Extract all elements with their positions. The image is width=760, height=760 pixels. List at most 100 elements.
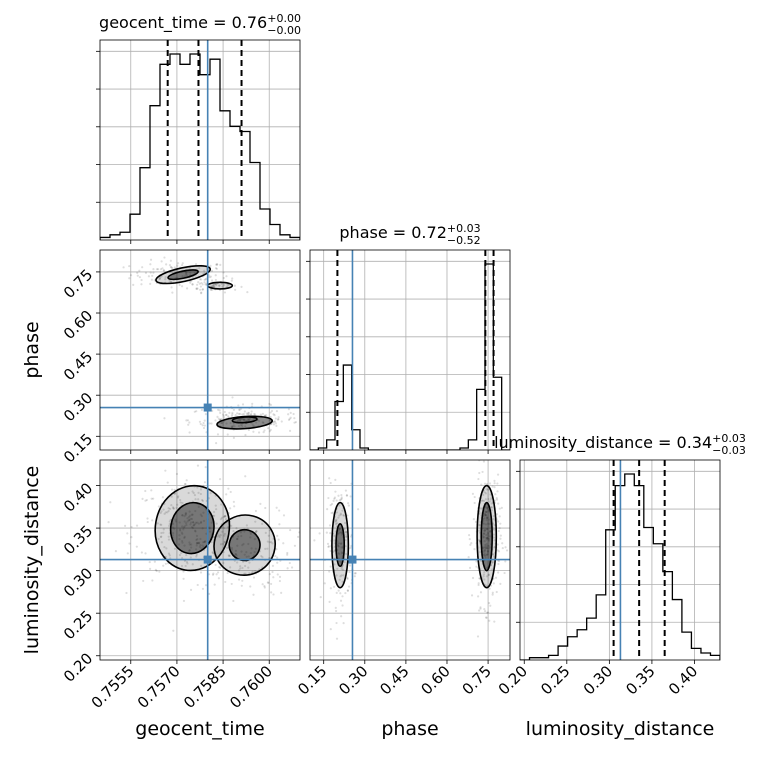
sample-point bbox=[188, 541, 191, 544]
sample-point bbox=[325, 531, 328, 534]
sample-point bbox=[293, 417, 296, 420]
sample-point bbox=[302, 550, 304, 552]
sample-point bbox=[195, 548, 198, 551]
sample-point bbox=[226, 546, 229, 549]
sample-point bbox=[493, 524, 496, 527]
sample-point bbox=[472, 518, 475, 521]
sample-point bbox=[483, 549, 486, 552]
sample-point bbox=[356, 508, 360, 511]
sample-point bbox=[232, 408, 235, 411]
sample-point bbox=[484, 454, 486, 456]
sample-point bbox=[246, 291, 249, 294]
sample-point bbox=[225, 493, 228, 496]
sample-point bbox=[340, 542, 343, 545]
sample-point bbox=[202, 426, 206, 430]
sample-point bbox=[197, 280, 200, 284]
x-tick-label: 0.30 bbox=[335, 662, 371, 698]
sample-point bbox=[150, 278, 154, 281]
sample-point bbox=[323, 582, 326, 585]
sample-point bbox=[237, 412, 240, 416]
sample-point bbox=[272, 413, 275, 416]
sample-point bbox=[151, 519, 154, 522]
sample-point bbox=[328, 477, 331, 480]
sample-point bbox=[276, 561, 279, 564]
sample-point bbox=[215, 263, 218, 266]
sample-point bbox=[485, 536, 488, 540]
sample-point bbox=[191, 513, 194, 516]
sample-point bbox=[249, 532, 252, 535]
sample-point bbox=[277, 418, 280, 421]
x-tick-label: 0.7555 bbox=[88, 662, 138, 712]
sample-point bbox=[159, 535, 162, 539]
sample-point bbox=[226, 433, 229, 436]
sample-point bbox=[227, 554, 230, 557]
sample-point bbox=[484, 523, 488, 526]
sample-point bbox=[336, 544, 340, 547]
sample-point bbox=[504, 560, 507, 563]
sample-point bbox=[222, 271, 225, 274]
sample-point bbox=[219, 263, 222, 266]
sample-point bbox=[196, 283, 199, 286]
sample-point bbox=[235, 537, 239, 541]
sample-point bbox=[159, 523, 162, 526]
sample-point bbox=[253, 412, 256, 416]
sample-point bbox=[259, 413, 262, 416]
sample-point bbox=[483, 536, 486, 539]
sample-point bbox=[214, 419, 217, 422]
sample-point bbox=[237, 578, 241, 581]
sample-point bbox=[487, 573, 490, 576]
sample-point bbox=[199, 571, 203, 574]
sample-point bbox=[241, 579, 244, 582]
sample-point bbox=[159, 276, 162, 279]
sample-point bbox=[246, 413, 249, 416]
sample-point bbox=[278, 509, 281, 512]
sample-point bbox=[211, 284, 215, 287]
sample-point bbox=[251, 423, 254, 426]
sample-point bbox=[144, 552, 147, 555]
sample-point bbox=[500, 506, 503, 509]
sample-point bbox=[215, 267, 218, 270]
sample-point bbox=[200, 408, 204, 411]
sample-point bbox=[483, 553, 486, 557]
x-tick-label: 0.15 bbox=[294, 662, 330, 698]
sample-point bbox=[271, 570, 274, 574]
sample-point bbox=[179, 528, 182, 531]
sample-point bbox=[203, 424, 206, 427]
sample-point bbox=[190, 543, 193, 546]
sample-point bbox=[185, 271, 188, 274]
sample-point bbox=[348, 564, 352, 567]
sample-point bbox=[228, 411, 231, 414]
panel-frame bbox=[99, 39, 301, 241]
sample-point bbox=[196, 542, 199, 545]
density-contour bbox=[206, 281, 234, 290]
sample-point bbox=[503, 571, 506, 575]
sample-point bbox=[289, 411, 292, 414]
sample-point bbox=[327, 545, 330, 548]
sample-point bbox=[167, 507, 170, 510]
sample-point bbox=[328, 570, 331, 573]
sample-point bbox=[493, 546, 496, 549]
sample-point bbox=[186, 520, 189, 523]
sample-point bbox=[161, 267, 164, 270]
sample-point bbox=[245, 555, 248, 558]
sample-point bbox=[280, 420, 283, 423]
sample-point bbox=[479, 591, 483, 594]
sample-point bbox=[208, 526, 211, 529]
sample-point bbox=[342, 574, 345, 577]
sample-point bbox=[128, 264, 131, 268]
sample-point bbox=[343, 514, 346, 517]
sample-point bbox=[230, 524, 233, 527]
density-contour bbox=[228, 528, 261, 562]
sample-point bbox=[487, 497, 490, 501]
sample-point bbox=[204, 540, 207, 543]
sample-point bbox=[129, 274, 133, 277]
sample-point bbox=[144, 499, 147, 502]
sample-point bbox=[497, 562, 500, 566]
sample-point bbox=[136, 271, 139, 274]
sample-point bbox=[209, 275, 212, 278]
sample-point bbox=[237, 424, 240, 428]
sample-point bbox=[255, 421, 258, 424]
sample-point bbox=[189, 271, 192, 274]
sample-point bbox=[347, 502, 350, 505]
sample-point bbox=[265, 414, 268, 417]
